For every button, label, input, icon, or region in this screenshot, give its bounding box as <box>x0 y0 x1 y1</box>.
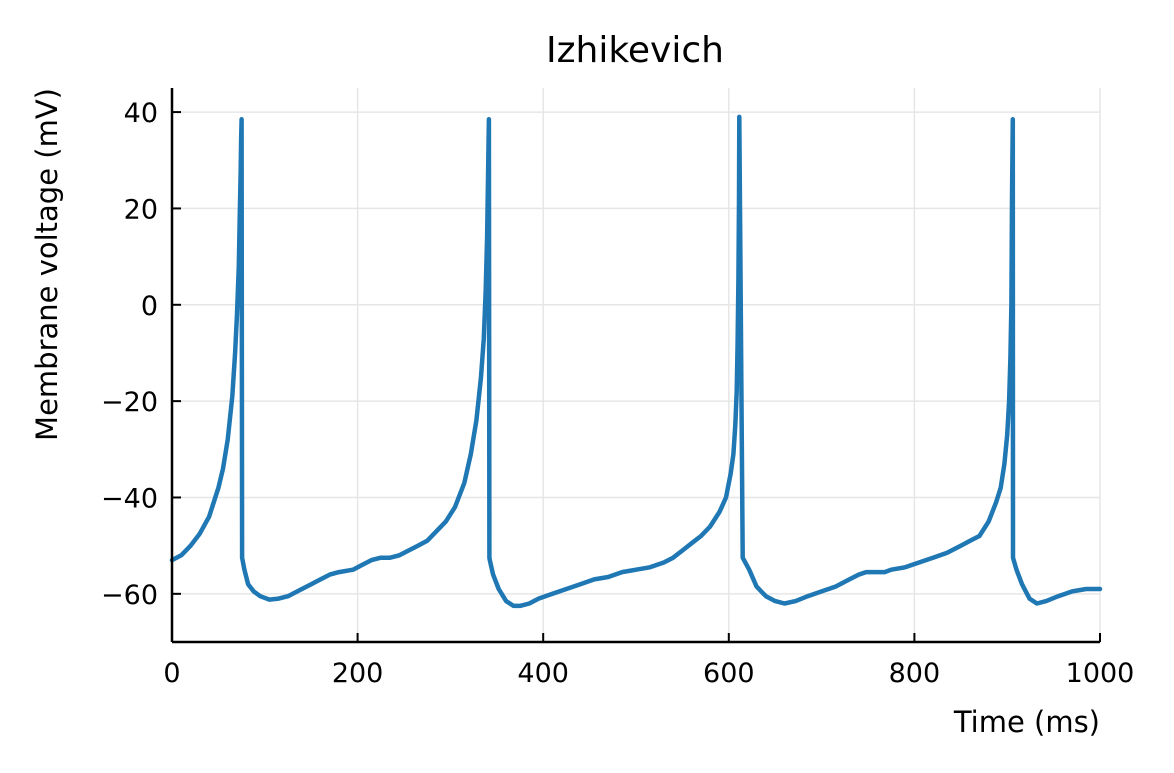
x-tick-label: 0 <box>163 658 180 689</box>
y-tick-label: −20 <box>101 387 158 418</box>
x-tick-label: 1000 <box>1066 658 1135 689</box>
y-tick-label: 20 <box>124 194 158 225</box>
chart-title: Izhikevich <box>546 30 724 71</box>
x-axis-label: Time (ms) <box>953 705 1100 739</box>
x-tick-label: 600 <box>703 658 755 689</box>
y-tick-label: −60 <box>101 580 158 611</box>
y-tick-label: 0 <box>141 291 158 322</box>
y-tick-label: 40 <box>124 98 158 129</box>
membrane-voltage-line <box>169 114 1103 609</box>
x-tick-label: 800 <box>889 658 941 689</box>
y-axis-ticks: −60 −40 −20 0 20 40 <box>101 98 181 611</box>
x-tick-label: 200 <box>332 658 384 689</box>
x-axis-ticks: 0 200 400 600 800 1000 <box>163 633 1134 689</box>
axes-spines <box>170 88 1100 644</box>
y-tick-label: −40 <box>101 483 158 514</box>
x-tick-label: 400 <box>517 658 569 689</box>
grid-lines <box>171 88 1101 642</box>
y-axis-label: Membrane voltage (mV) <box>30 88 64 441</box>
